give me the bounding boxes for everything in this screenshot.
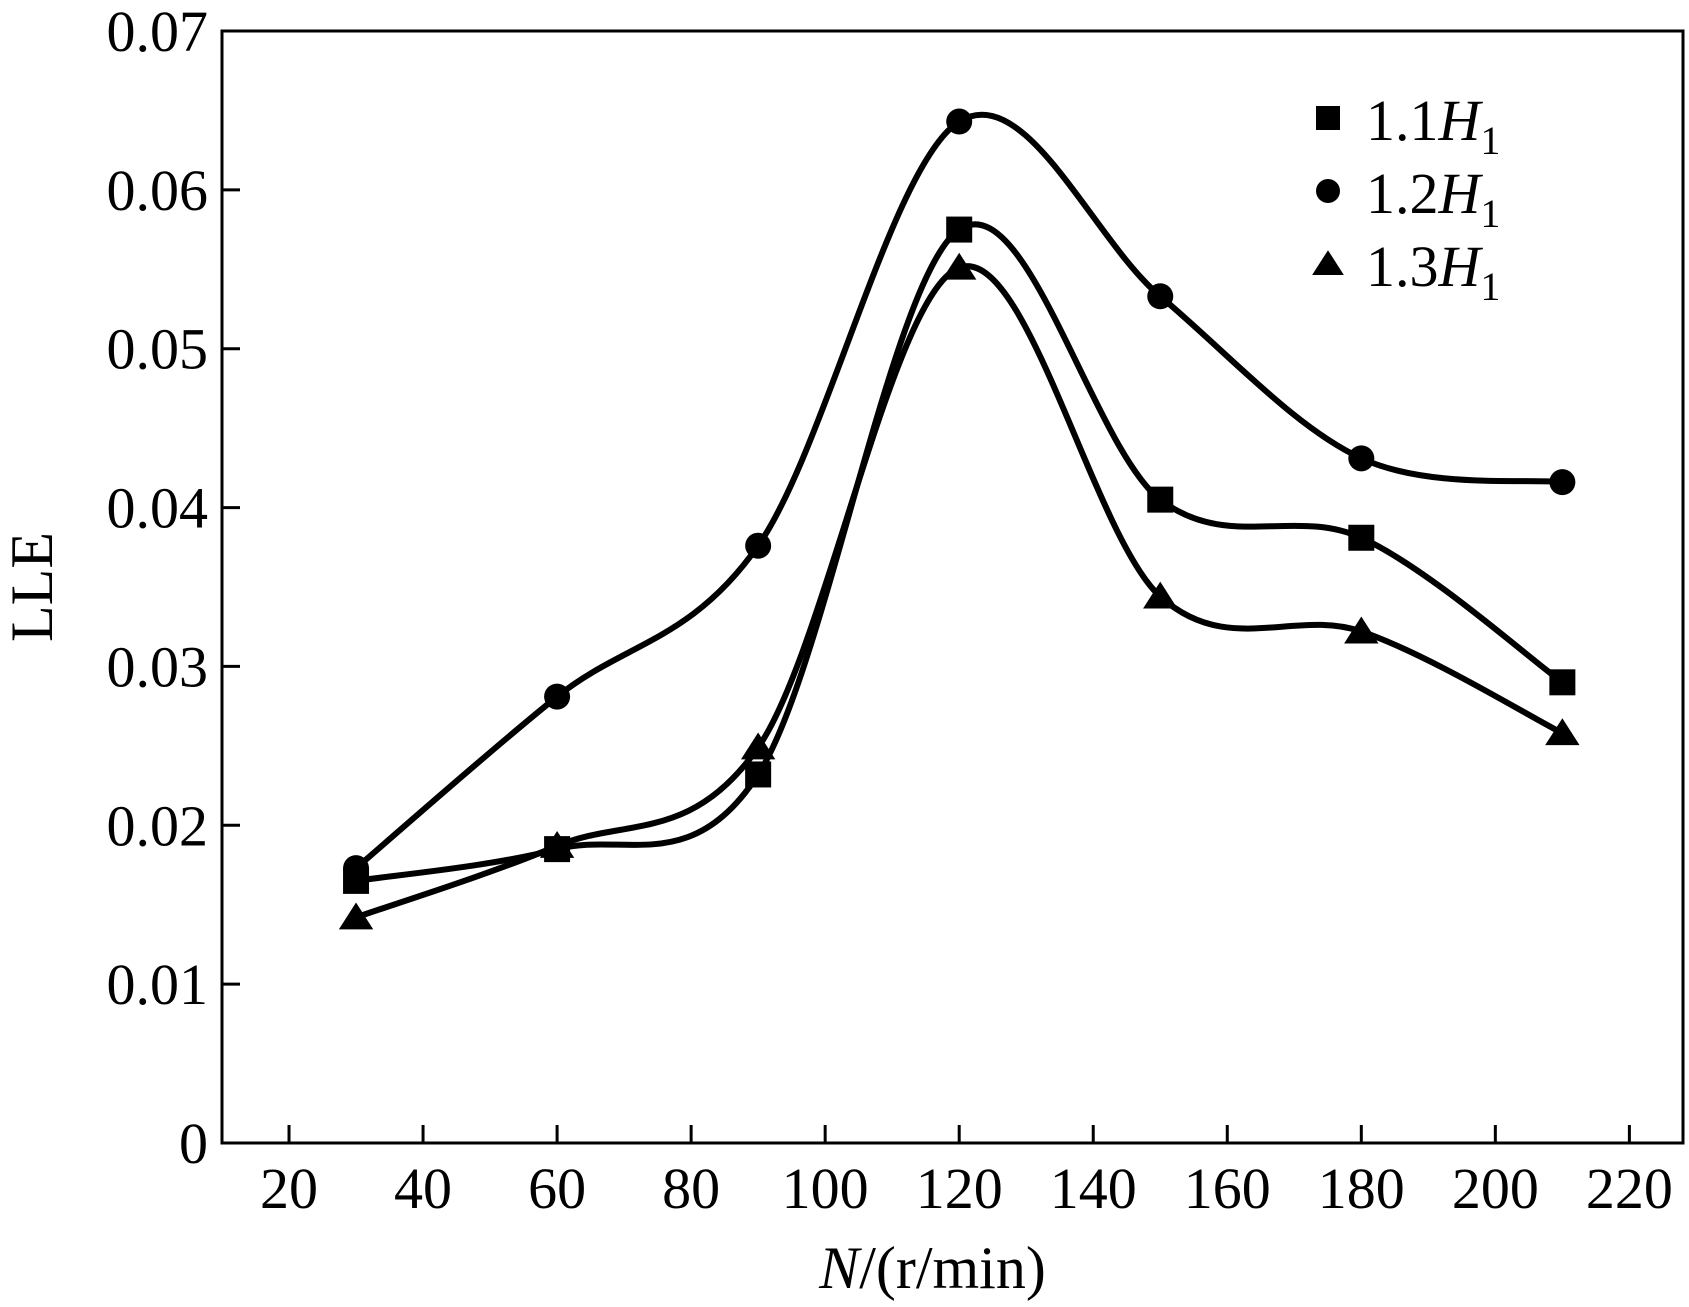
x-tick-label: 20 xyxy=(260,1156,318,1221)
data-point-square xyxy=(1147,486,1174,513)
y-tick-label: 0 xyxy=(179,1111,208,1176)
y-tick-label: 0.05 xyxy=(107,317,209,382)
y-tick-label: 0.06 xyxy=(107,158,209,223)
data-point-triangle xyxy=(1344,616,1379,644)
x-tick-label: 120 xyxy=(916,1156,1003,1221)
x-tick-label: 60 xyxy=(528,1156,586,1221)
data-point-circle xyxy=(745,532,772,559)
y-tick-label: 0.02 xyxy=(107,793,209,858)
legend-marker-triangle xyxy=(1312,250,1344,276)
data-point-circle xyxy=(343,855,370,882)
data-point-square xyxy=(1549,669,1576,696)
x-tick-label: 100 xyxy=(782,1156,869,1221)
plot-frame xyxy=(220,29,1685,1145)
series-line-triangle xyxy=(353,263,1566,921)
legend-label: 1.1H1 xyxy=(1366,88,1500,163)
data-point-triangle xyxy=(539,830,575,858)
y-axis-label: LLE xyxy=(0,532,65,642)
data-markers xyxy=(338,108,1580,930)
x-tick-label: 220 xyxy=(1586,1156,1673,1221)
data-point-square xyxy=(1348,524,1375,551)
x-tick-label: 160 xyxy=(1184,1156,1271,1221)
x-tick-label: 80 xyxy=(662,1156,720,1221)
data-point-triangle xyxy=(942,252,977,280)
x-axis-label-unit: /(r/min) xyxy=(859,1235,1046,1301)
series-line-square xyxy=(353,221,1566,884)
x-axis-label-variable: N xyxy=(818,1235,862,1301)
y-tick-label: 0.04 xyxy=(107,476,209,541)
x-tick-label: 200 xyxy=(1452,1156,1539,1221)
data-point-triangle xyxy=(740,732,776,760)
data-point-square xyxy=(946,216,973,243)
y-tick-label: 0.03 xyxy=(107,634,209,699)
legend-marker-circle xyxy=(1316,179,1340,203)
legend-marker-square xyxy=(1316,106,1340,130)
legend-label: 1.3H1 xyxy=(1366,234,1500,309)
axis-ticks: 20 40 60 80 100 120 140 160 180 200 220 0 0.01 0.02 0.… xyxy=(107,0,1673,1221)
data-point-circle xyxy=(1147,283,1174,310)
x-tick-label: 40 xyxy=(394,1156,452,1221)
legend-label: 1.2H1 xyxy=(1366,161,1500,236)
data-point-circle xyxy=(1549,469,1576,496)
data-point-triangle xyxy=(1545,718,1580,746)
x-axis-label: N/(r/min) xyxy=(818,1235,1046,1301)
x-tick-label: 140 xyxy=(1050,1156,1137,1221)
data-point-triangle xyxy=(1143,581,1178,609)
x-tick-label: 180 xyxy=(1318,1156,1405,1221)
y-tick-label: 0.07 xyxy=(107,0,209,64)
data-point-circle xyxy=(544,683,571,710)
data-point-triangle xyxy=(338,902,374,930)
data-point-circle xyxy=(1348,445,1375,472)
y-tick-label: 0.01 xyxy=(107,952,209,1017)
data-point-circle xyxy=(946,108,973,135)
data-point-square xyxy=(745,761,772,788)
